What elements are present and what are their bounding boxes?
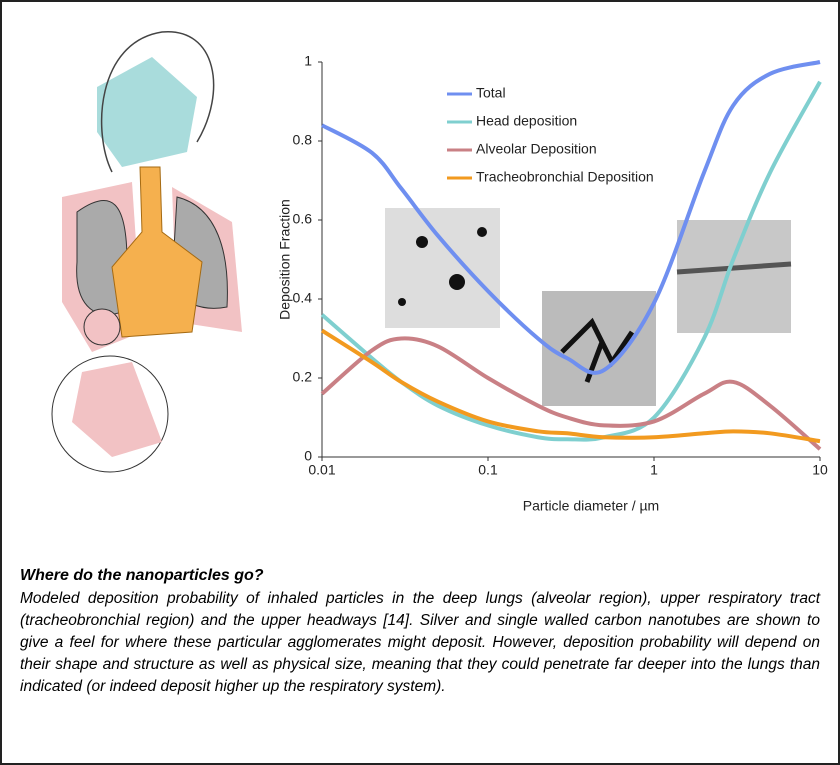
legend-label: Tracheobronchial Deposition <box>476 169 654 185</box>
illustration <box>52 32 242 472</box>
y-axis-label: Deposition Fraction <box>277 199 293 320</box>
x-tick-label: 10 <box>812 462 828 478</box>
y-tick-label: 0.2 <box>293 369 313 385</box>
caption-title: Where do the nanoparticles go? <box>20 567 820 585</box>
zoom-circle <box>84 309 120 345</box>
micrographs <box>385 208 791 406</box>
x-tick-label: 0.01 <box>308 462 335 478</box>
particle <box>398 298 406 306</box>
head-region <box>97 57 197 167</box>
x-tick-label: 0.1 <box>478 462 498 478</box>
particle <box>416 236 428 248</box>
legend-label: Alveolar Deposition <box>476 141 597 157</box>
y-tick-label: 1 <box>304 53 312 69</box>
y-tick-label: 0.6 <box>293 211 313 227</box>
figure: 00.20.40.60.810.010.1110Particle diamete… <box>0 0 840 765</box>
legend-label: Head deposition <box>476 113 577 129</box>
micrograph <box>385 208 500 328</box>
x-axis-label: Particle diameter / µm <box>523 498 659 514</box>
particle <box>477 227 487 237</box>
caption-body: Modeled deposition probability of inhale… <box>20 588 820 698</box>
x-tick-label: 1 <box>650 462 658 478</box>
micrograph <box>677 220 791 333</box>
legend-label: Total <box>476 85 506 101</box>
particle <box>449 274 465 290</box>
y-tick-label: 0.4 <box>293 290 313 306</box>
y-tick-label: 0.8 <box>293 132 313 148</box>
